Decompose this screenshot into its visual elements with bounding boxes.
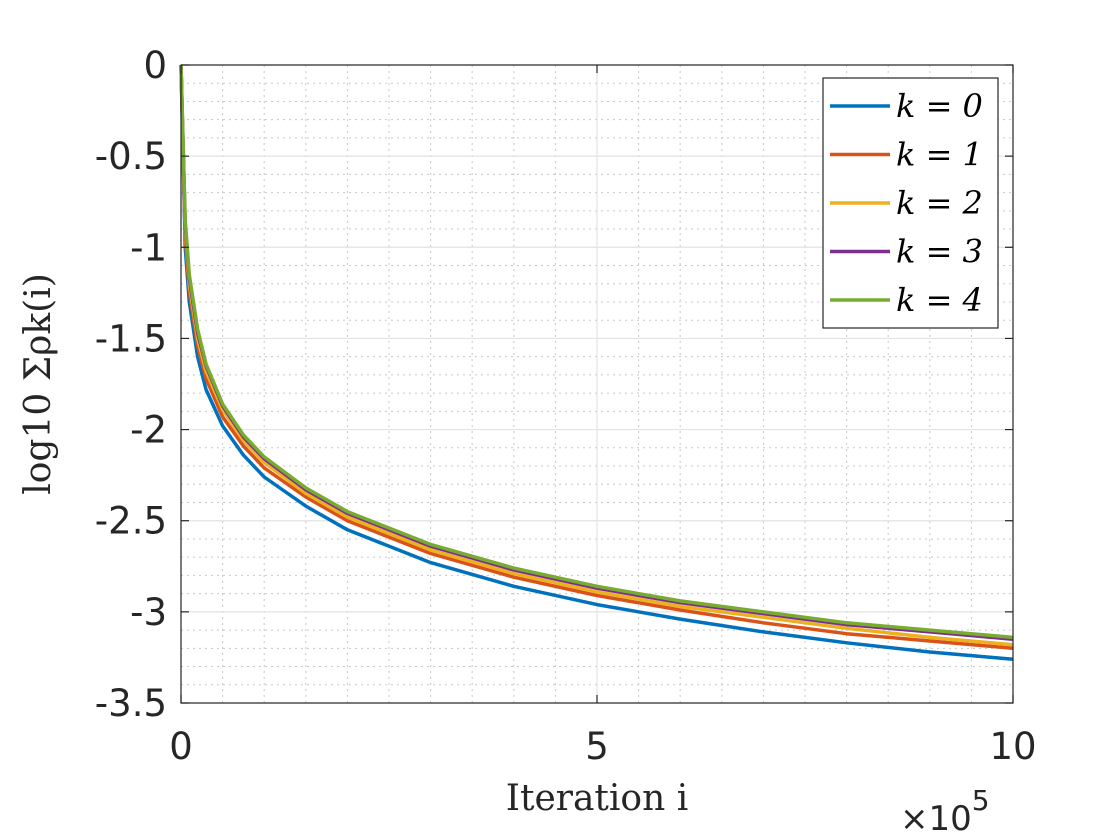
series-group bbox=[179, 64, 1014, 662]
series-line-k0 bbox=[179, 64, 1014, 662]
series-line-k4 bbox=[179, 64, 1014, 640]
x-axis-multiplier: ×105 bbox=[900, 784, 990, 839]
y-tick-label: -2 bbox=[130, 409, 167, 452]
x-multiplier-base: ×10 bbox=[900, 799, 972, 839]
legend-label: k = 4 bbox=[896, 281, 983, 319]
y-tick-label: -1.5 bbox=[95, 317, 167, 360]
legend-label: k = 3 bbox=[896, 233, 983, 271]
legend: k = 0 k = 1 k = 2 k = 3 k = 4 bbox=[822, 77, 999, 329]
x-tick-labels: 0 5 10 bbox=[169, 725, 1036, 768]
legend-box bbox=[822, 77, 999, 329]
y-tick-label: -3.5 bbox=[95, 682, 167, 725]
y-tick-labels: 0 -0.5 -1 -1.5 -2 -2.5 -3 -3.5 bbox=[95, 44, 167, 725]
x-tick-label: 10 bbox=[989, 725, 1036, 768]
y-axis-title: log10 Σρk(i) bbox=[18, 273, 59, 495]
x-multiplier-exponent: 5 bbox=[972, 784, 990, 817]
legend-label: k = 2 bbox=[896, 184, 983, 222]
y-tick-label: -1 bbox=[130, 226, 167, 269]
legend-label: k = 1 bbox=[896, 136, 983, 174]
y-tick-label: -2.5 bbox=[95, 500, 167, 543]
x-tick-label: 5 bbox=[585, 725, 609, 768]
y-tick-label: -0.5 bbox=[95, 135, 167, 178]
y-tick-label: 0 bbox=[143, 44, 167, 87]
y-tick-label: -3 bbox=[130, 591, 167, 634]
x-axis-title: Iteration i bbox=[506, 778, 688, 819]
axis-ticks bbox=[180, 64, 1014, 704]
x-tick-label: 0 bbox=[169, 725, 193, 768]
legend-label: k = 0 bbox=[896, 87, 983, 125]
